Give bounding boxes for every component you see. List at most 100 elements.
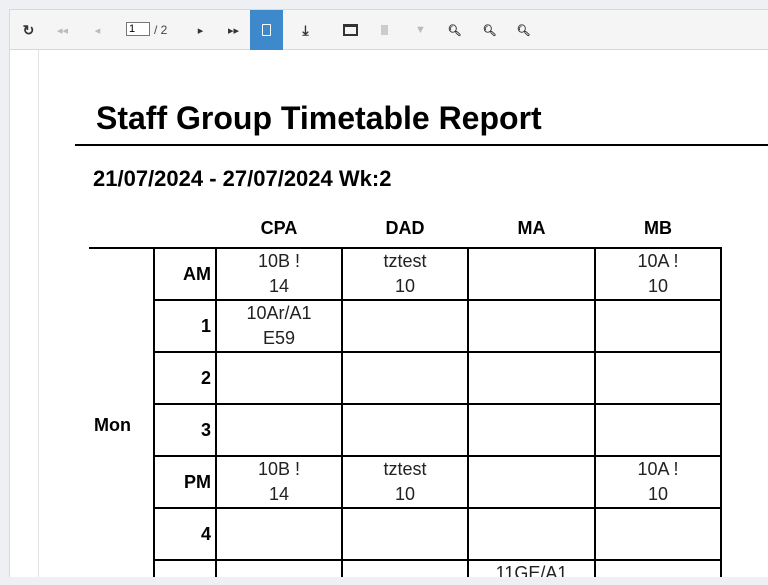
class-code: 11GE/A1	[495, 563, 568, 577]
timetable-cell[interactable]	[467, 247, 596, 301]
room	[469, 378, 594, 403]
timetable-cell[interactable]	[341, 351, 469, 405]
timetable-cell[interactable]	[467, 455, 596, 509]
report-viewer[interactable]: Staff Group Timetable Report 21/07/2024 …	[9, 50, 768, 577]
timetable-cell[interactable]	[341, 403, 469, 457]
room	[469, 534, 594, 559]
title-divider	[75, 144, 768, 146]
timetable-cell[interactable]	[215, 559, 343, 577]
last-page-icon: ▸▸	[227, 24, 240, 37]
timetable-cell[interactable]: tztest 10	[341, 247, 469, 301]
class-code: 10B !	[257, 459, 301, 479]
zoom-out-icon: 🔍︎	[482, 24, 497, 37]
document-map-button[interactable]	[368, 10, 401, 50]
class-code: 10B !	[257, 251, 301, 271]
class-code	[469, 457, 594, 482]
page-number-input[interactable]	[126, 22, 150, 36]
period-label: PM	[153, 455, 217, 509]
refresh-button[interactable]: ↻	[12, 10, 45, 50]
period-label: 1	[153, 299, 217, 353]
timetable-cell[interactable]	[594, 507, 722, 561]
room	[596, 534, 720, 559]
class-code	[343, 561, 467, 577]
timetable-cell[interactable]	[467, 351, 596, 405]
zoom-fit-button[interactable]: 🔍︎	[507, 10, 540, 50]
timetable-cell[interactable]	[341, 507, 469, 561]
column-header: DAD	[385, 218, 425, 238]
class-code	[343, 405, 467, 430]
room: E59	[262, 328, 296, 348]
class-code: tztest	[383, 251, 427, 271]
timetable-cell[interactable]: 10A ! 10	[594, 455, 722, 509]
timetable-cell[interactable]: tztest 10	[341, 455, 469, 509]
timetable-cell[interactable]: 11GE/A1	[467, 559, 596, 577]
first-page-icon: ◂◂	[56, 24, 69, 37]
class-code: 10A !	[637, 459, 679, 479]
zoom-in-button[interactable]: 🔍︎	[438, 10, 471, 50]
period-label: AM	[153, 247, 217, 301]
zoom-in-icon: 🔍︎	[447, 24, 462, 37]
report-title: Staff Group Timetable Report	[96, 100, 542, 136]
export-button[interactable]: ⤓	[289, 10, 322, 50]
document-map-icon	[381, 25, 388, 35]
period-label: 5	[153, 559, 217, 577]
timetable-cell[interactable]: 10B ! 14	[215, 247, 343, 301]
room	[343, 430, 467, 455]
room	[596, 430, 720, 455]
class-code	[596, 301, 720, 326]
room	[596, 326, 720, 351]
column-header: MA	[517, 218, 546, 238]
timetable-cell[interactable]	[341, 299, 469, 353]
zoom-out-button[interactable]: 🔍︎	[473, 10, 506, 50]
first-page-button[interactable]: ◂◂	[46, 10, 79, 50]
timetable-cell[interactable]	[467, 299, 596, 353]
room	[217, 378, 341, 403]
timetable-cell[interactable]	[215, 507, 343, 561]
report-toolbar: ↻ ◂◂ ◂ / 2 ▸ ▸▸ ⤓ ▼ 🔍︎ 🔍︎ 🔍︎	[9, 9, 768, 50]
class-code	[217, 405, 341, 430]
room: 10	[394, 276, 416, 296]
room	[469, 326, 594, 351]
class-code	[343, 509, 467, 534]
table-row: 4	[89, 507, 722, 561]
timetable-cell[interactable]	[341, 559, 469, 577]
class-code	[596, 353, 720, 378]
room	[596, 378, 720, 403]
room	[217, 430, 341, 455]
timetable-cell[interactable]	[594, 559, 722, 577]
timetable-cell[interactable]: 10A ! 10	[594, 247, 722, 301]
page-total: / 2	[154, 23, 168, 37]
header-row: CPA DAD MA MB	[89, 210, 721, 248]
next-page-icon: ▸	[197, 24, 204, 37]
room: 10	[394, 484, 416, 504]
class-code: tztest	[383, 459, 427, 479]
day-label: Mon	[89, 247, 154, 577]
last-page-button[interactable]: ▸▸	[217, 10, 250, 50]
class-code	[343, 301, 467, 326]
previous-page-icon: ◂	[94, 24, 101, 37]
report-date-range: 21/07/2024 - 27/07/2024 Wk:2	[93, 166, 392, 191]
column-header: MB	[644, 218, 672, 238]
table-row: 1 10Ar/A1 E59	[89, 299, 722, 353]
single-page-button[interactable]	[250, 10, 283, 50]
next-page-button[interactable]: ▸	[184, 10, 217, 50]
period-label: 4	[153, 507, 217, 561]
print-button[interactable]	[334, 10, 367, 50]
timetable-cell[interactable]	[594, 403, 722, 457]
timetable-cell[interactable]	[467, 403, 596, 457]
filter-button[interactable]: ▼	[404, 10, 437, 50]
room	[343, 326, 467, 351]
class-code	[596, 405, 720, 430]
timetable-cell[interactable]	[467, 507, 596, 561]
page-gutter	[38, 50, 39, 577]
room: 14	[268, 276, 290, 296]
timetable-cell[interactable]: 10Ar/A1 E59	[215, 299, 343, 353]
timetable-cell[interactable]: 10B ! 14	[215, 455, 343, 509]
previous-page-button[interactable]: ◂	[81, 10, 114, 50]
timetable-cell[interactable]	[594, 351, 722, 405]
timetable-cell[interactable]	[215, 403, 343, 457]
timetable-cell[interactable]	[215, 351, 343, 405]
export-icon: ⤓	[302, 21, 309, 38]
timetable-cell[interactable]	[594, 299, 722, 353]
table-row: 3	[89, 403, 722, 457]
